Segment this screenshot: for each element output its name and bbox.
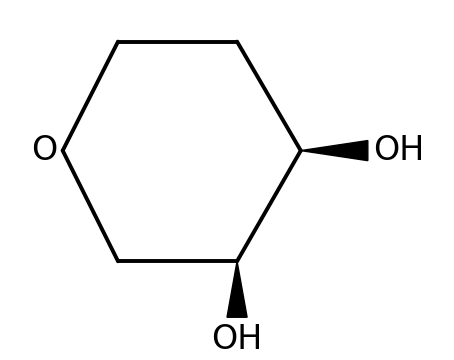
Text: OH: OH — [373, 134, 424, 167]
Polygon shape — [301, 140, 368, 161]
Text: O: O — [31, 134, 57, 167]
Polygon shape — [227, 261, 247, 317]
Text: OH: OH — [212, 323, 263, 356]
